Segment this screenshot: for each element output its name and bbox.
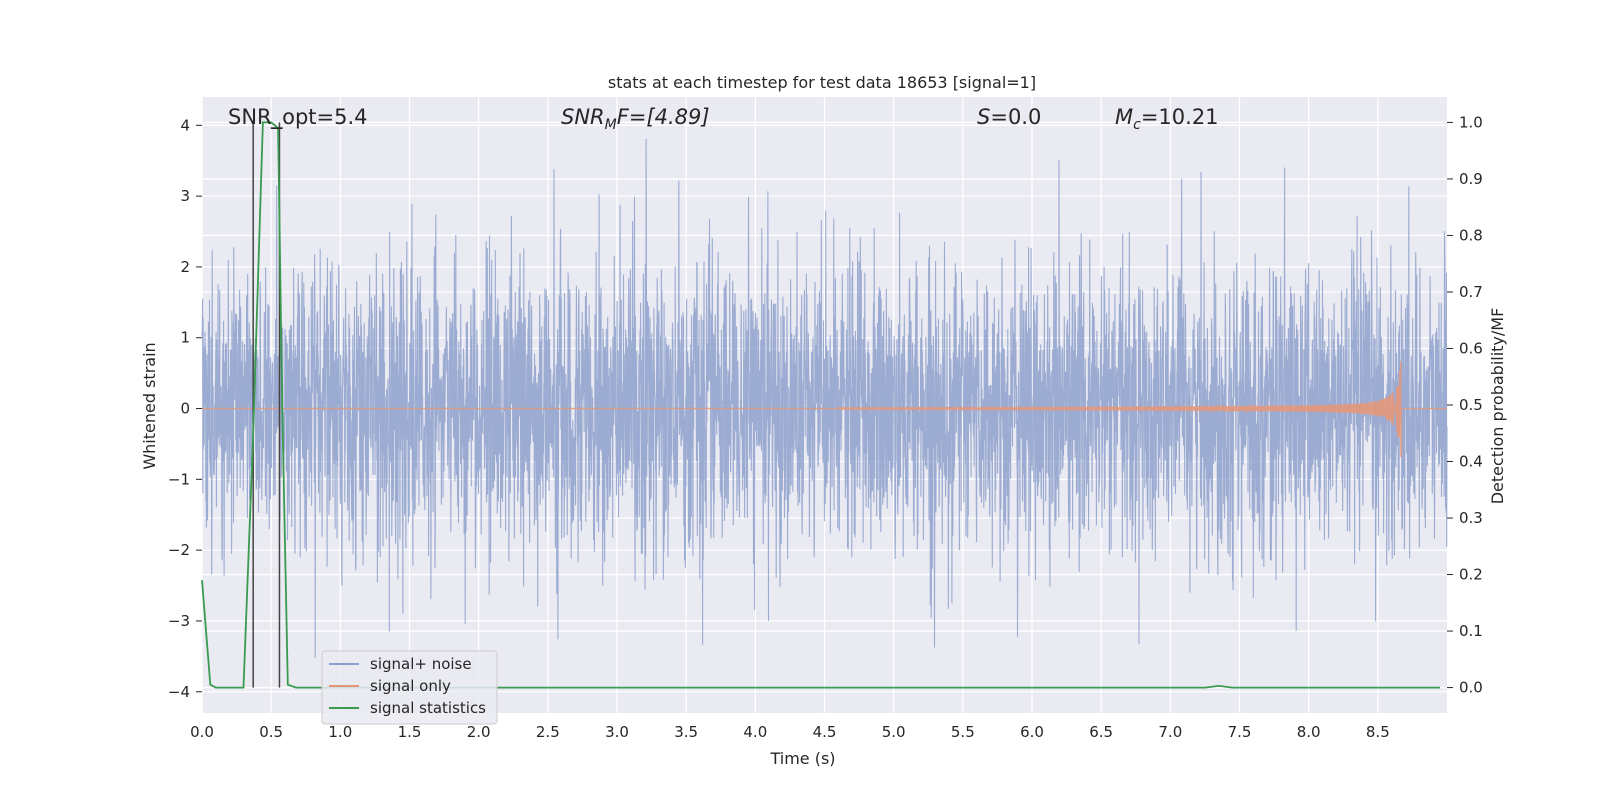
y-tick-label-left: 2: [180, 258, 190, 276]
y-tick-label-right: 0.7: [1459, 283, 1483, 301]
x-tick-label: 3.0: [605, 723, 629, 741]
signal-series: [202, 361, 1447, 457]
legend-label-signal: signal only: [370, 677, 451, 695]
y-tick-label-left: 3: [180, 187, 190, 205]
legend-label-noise: signal+ noise: [370, 655, 472, 673]
x-tick-label: 1.0: [328, 723, 352, 741]
annotation-s: S=0.0: [977, 105, 1041, 129]
y-tick-label-right: 0.9: [1459, 170, 1483, 188]
x-axis-label: Time (s): [769, 749, 835, 768]
x-tick-label: 0.0: [190, 723, 214, 741]
y-tick-label-left: −2: [168, 541, 190, 559]
series-line-signal-noise: [201, 138, 1448, 658]
y-tick-label-right: 0.2: [1459, 566, 1483, 584]
y-tick-label-left: −4: [168, 683, 190, 701]
x-tick-label: 8.5: [1366, 723, 1390, 741]
mc-symbol: M: [1115, 105, 1133, 129]
x-tick-label: 2.0: [467, 723, 491, 741]
mc-value: =10.21: [1141, 105, 1219, 129]
x-tick-label: 7.5: [1228, 723, 1252, 741]
y-axis-label-right: Detection probability/MF: [1488, 308, 1507, 505]
y-tick-label-right: 0.8: [1459, 226, 1483, 244]
y-tick-label-right: 0.5: [1459, 396, 1483, 414]
legend: signal+ noise signal only signal statist…: [321, 650, 498, 725]
y-tick-label-left: 4: [180, 116, 190, 134]
x-tick-label: 4.0: [743, 723, 767, 741]
x-tick-label: 1.5: [398, 723, 422, 741]
x-tick-label: 6.0: [1020, 723, 1044, 741]
x-tick-label: 0.5: [259, 723, 283, 741]
x-tick-label: 8.0: [1297, 723, 1321, 741]
y-tick-label-right: 0.4: [1459, 453, 1483, 471]
y-tick-label-right: 0.6: [1459, 339, 1483, 357]
y-tick-label-left: 1: [180, 329, 190, 347]
snr-mf-value: F=[4.89]: [617, 105, 710, 129]
s-value: =0.0: [990, 105, 1041, 129]
y-tick-label-left: 0: [180, 400, 190, 418]
y-tick-label-right: 1.0: [1459, 113, 1483, 131]
mc-subscript: c: [1133, 117, 1141, 133]
x-tick-label: 6.5: [1089, 723, 1113, 741]
x-tick-label: 7.0: [1158, 723, 1182, 741]
noise-series: [201, 138, 1448, 658]
y-tick-label-right: 0.1: [1459, 622, 1483, 640]
s-symbol: S: [977, 105, 990, 129]
x-tick-label: 2.5: [536, 723, 560, 741]
series-line-signal-only: [202, 361, 1447, 457]
y-tick-label-right: 0.0: [1459, 679, 1483, 697]
tick-labels: 0.0 0.5 1.0 1.5 2.0 2.5 3.0 3.5 4.0 4.5 5.0 5.5 6.0 6…: [168, 113, 1483, 741]
snr-mf-symbol: SNR: [561, 105, 605, 129]
chart-title: stats at each timestep for test data 186…: [608, 73, 1036, 92]
y-tick-label-left: −1: [168, 470, 190, 488]
x-tick-label: 3.5: [674, 723, 698, 741]
x-tick-label: 4.5: [813, 723, 837, 741]
y-tick-label-right: 0.3: [1459, 509, 1483, 527]
annotation-mc: Mc=10.21: [1115, 105, 1219, 133]
x-tick-label: 5.5: [951, 723, 975, 741]
annotation-snr-mf: SNRMF=[4.89]: [561, 105, 710, 133]
legend-label-statistics: signal statistics: [370, 699, 486, 717]
legend-box: [321, 650, 498, 725]
snr-mf-subscript: M: [605, 117, 617, 133]
y-axis-label-left: Whitened strain: [140, 342, 159, 469]
y-tick-label-left: −3: [168, 612, 190, 630]
x-tick-label: 5.0: [882, 723, 906, 741]
annotation-snr-opt: SNR_opt=5.4: [228, 105, 368, 130]
